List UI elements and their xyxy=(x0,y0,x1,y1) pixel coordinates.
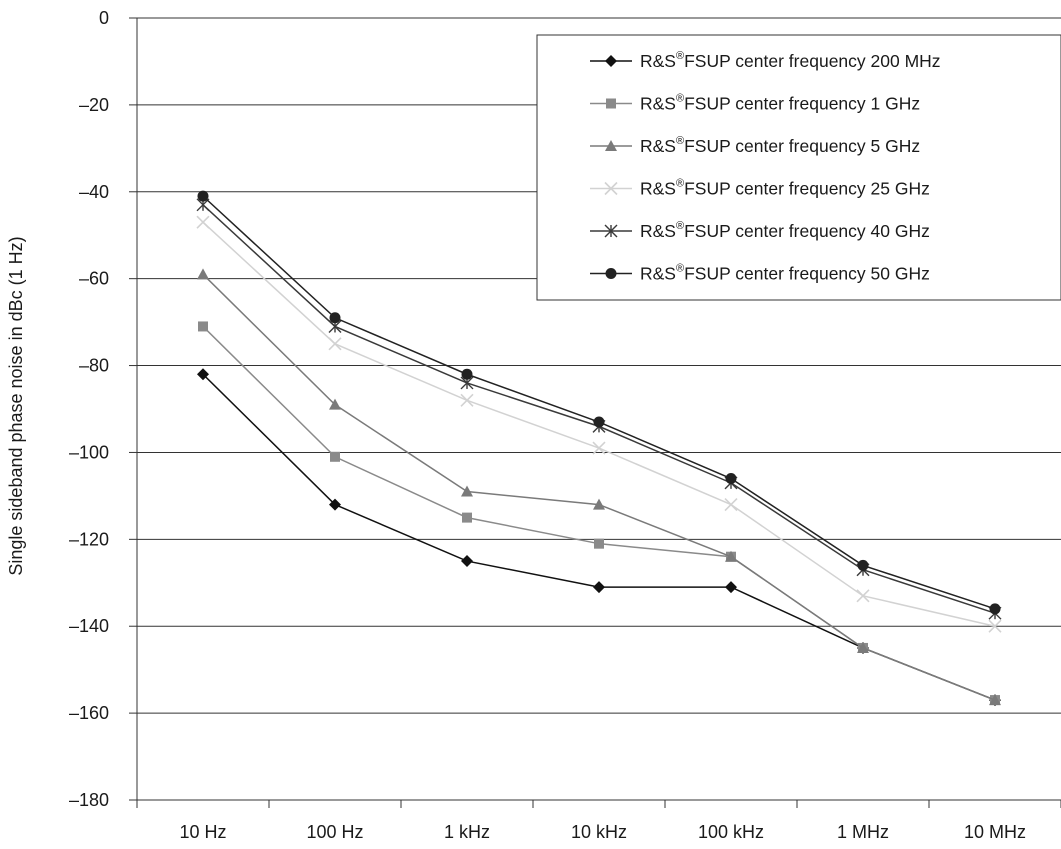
y-tick-label: –80 xyxy=(79,356,109,376)
data-point xyxy=(856,589,870,603)
data-point xyxy=(593,581,605,594)
x-tick-label: 10 MHz xyxy=(964,822,1026,842)
data-point xyxy=(329,312,341,324)
y-tick-label: –120 xyxy=(69,529,109,549)
data-point xyxy=(196,215,210,229)
data-point xyxy=(329,498,341,511)
data-point xyxy=(462,512,472,523)
y-tick-label: –160 xyxy=(69,703,109,723)
series-line xyxy=(202,325,996,701)
x-tick-label: 100 Hz xyxy=(306,822,363,842)
series-line xyxy=(202,273,996,701)
data-point xyxy=(605,55,617,67)
series-1 xyxy=(198,321,1000,706)
legend-box xyxy=(536,34,1061,301)
data-point xyxy=(197,268,209,280)
data-point-stroke xyxy=(196,215,210,229)
data-point xyxy=(461,555,473,568)
data-point xyxy=(604,224,618,238)
data-point xyxy=(989,603,1001,615)
y-tick-label: –140 xyxy=(69,616,109,636)
y-axis-ticks: 0 –20 –40 –60 –80 –100 –120 –140 –160 –180 xyxy=(69,8,137,810)
legend-label: R&S®FSUP center frequency 40 GHz xyxy=(640,220,930,241)
data-point xyxy=(197,190,209,202)
data-point xyxy=(725,581,737,594)
y-tick-label: –40 xyxy=(79,182,109,202)
series-2 xyxy=(197,268,1001,706)
y-tick-label: –180 xyxy=(69,790,109,810)
data-point xyxy=(328,337,342,351)
x-axis-ticks: 10 Hz 100 Hz 1 kHz 10 kHz 100 kHz 1 MHz 10 MHz xyxy=(136,800,1061,842)
legend-label: R&S®FSUP center frequency 25 GHz xyxy=(640,178,930,199)
data-point xyxy=(461,485,473,497)
data-point xyxy=(461,368,473,380)
legend-item: R&S®FSUP center frequency 50 GHz xyxy=(590,263,930,284)
data-point-stroke xyxy=(988,619,1002,633)
series-3 xyxy=(196,215,1002,633)
x-tick-label: 10 Hz xyxy=(179,822,226,842)
data-point xyxy=(725,473,737,485)
legend-label: R&S®FSUP center frequency 1 GHz xyxy=(640,93,920,114)
legend-label: R&S®FSUP center frequency 50 GHz xyxy=(640,263,930,284)
data-point xyxy=(460,393,474,407)
x-tick-label: 1 MHz xyxy=(837,822,889,842)
y-tick-label: 0 xyxy=(99,8,109,28)
data-point xyxy=(593,498,605,510)
data-point xyxy=(725,550,737,562)
series-group xyxy=(196,190,1002,707)
x-tick-label: 1 kHz xyxy=(444,822,490,842)
y-tick-label: –60 xyxy=(79,269,109,289)
legend-label: R&S®FSUP center frequency 200 MHz xyxy=(640,50,941,71)
y-axis-label: Single sideband phase noise in dBc (1 Hz… xyxy=(6,236,26,575)
data-point xyxy=(988,619,1002,633)
legend-item: R&S®FSUP center frequency 5 GHz xyxy=(590,135,920,156)
data-point xyxy=(724,498,738,512)
x-tick-label: 10 kHz xyxy=(571,822,627,842)
data-point xyxy=(989,694,1001,706)
data-point xyxy=(605,268,617,279)
data-point xyxy=(197,368,209,381)
data-point xyxy=(594,538,604,549)
legend-item: R&S®FSUP center frequency 40 GHz xyxy=(590,220,930,241)
y-tick-label: –20 xyxy=(79,95,109,115)
data-point-stroke xyxy=(592,441,606,455)
data-point xyxy=(593,416,605,428)
data-point xyxy=(329,398,341,410)
data-point xyxy=(604,181,618,196)
data-point xyxy=(606,98,616,109)
data-point xyxy=(330,451,340,462)
series-5 xyxy=(197,190,1001,615)
gridlines xyxy=(137,17,1061,714)
data-point-stroke xyxy=(460,393,474,407)
data-point xyxy=(198,321,208,332)
data-point xyxy=(857,559,869,571)
data-point xyxy=(605,140,617,151)
data-point xyxy=(592,441,606,455)
data-point-stroke xyxy=(724,498,738,512)
axes xyxy=(136,18,1061,801)
data-point xyxy=(857,641,869,653)
data-point-stroke xyxy=(328,337,342,351)
x-tick-label: 100 kHz xyxy=(698,822,764,842)
data-point-stroke xyxy=(856,589,870,603)
data-point-stroke xyxy=(604,181,618,196)
legend: R&S®FSUP center frequency 200 MHz R&S®FSU… xyxy=(536,34,1061,301)
legend-item: R&S®FSUP center frequency 1 GHz xyxy=(590,93,920,114)
legend-item: R&S®FSUP center frequency 25 GHz xyxy=(590,178,930,199)
y-tick-label: –100 xyxy=(69,442,109,462)
legend-item: R&S®FSUP center frequency 200 MHz xyxy=(590,50,941,71)
legend-label: R&S®FSUP center frequency 5 GHz xyxy=(640,135,920,156)
